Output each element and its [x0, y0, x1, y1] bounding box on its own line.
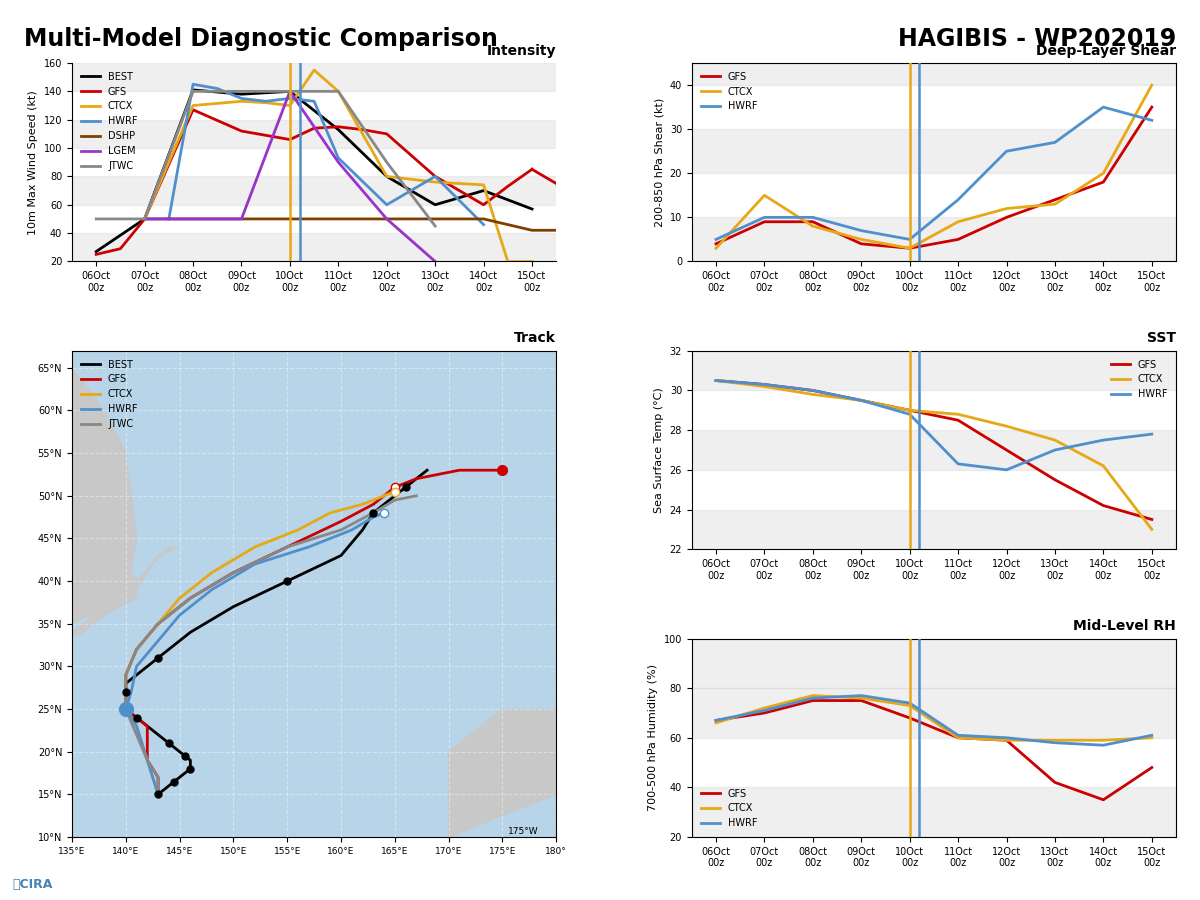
Y-axis label: 10m Max Wind Speed (kt): 10m Max Wind Speed (kt)	[29, 90, 38, 235]
Text: Mid-Level RH: Mid-Level RH	[1073, 619, 1176, 634]
Text: 🌀CIRA: 🌀CIRA	[12, 878, 53, 891]
Bar	[691, 688, 1176, 738]
Legend: BEST, GFS, CTCX, HWRF, JTWC: BEST, GFS, CTCX, HWRF, JTWC	[77, 356, 142, 433]
Legend: GFS, CTCX, HWRF: GFS, CTCX, HWRF	[697, 68, 761, 115]
Text: HAGIBIS - WP202019: HAGIBIS - WP202019	[898, 27, 1176, 51]
Legend: GFS, CTCX, HWRF: GFS, CTCX, HWRF	[1106, 356, 1171, 403]
Text: Multi-Model Diagnostic Comparison: Multi-Model Diagnostic Comparison	[24, 27, 498, 51]
Text: Deep-Layer Shear: Deep-Layer Shear	[1036, 44, 1176, 58]
Bar	[691, 218, 1176, 262]
Bar	[72, 233, 557, 262]
Bar	[691, 63, 1176, 86]
Bar	[72, 63, 557, 92]
Bar	[72, 176, 557, 205]
Polygon shape	[18, 564, 137, 658]
Legend: BEST, GFS, CTCX, HWRF, DSHP, LGEM, JTWC: BEST, GFS, CTCX, HWRF, DSHP, LGEM, JTWC	[77, 68, 142, 175]
Bar	[72, 120, 557, 148]
Text: Intensity: Intensity	[487, 44, 557, 58]
Text: 175°W: 175°W	[508, 827, 539, 836]
Polygon shape	[449, 709, 557, 837]
Bar	[691, 130, 1176, 174]
Y-axis label: 700-500 hPa Humidity (%): 700-500 hPa Humidity (%)	[648, 664, 658, 811]
Text: SST: SST	[1147, 331, 1176, 346]
Text: Track: Track	[515, 331, 557, 346]
Bar	[691, 509, 1176, 549]
Legend: GFS, CTCX, HWRF: GFS, CTCX, HWRF	[697, 785, 761, 832]
Bar	[691, 638, 1176, 689]
Polygon shape	[126, 547, 180, 598]
Bar	[691, 430, 1176, 470]
Bar	[691, 788, 1176, 837]
Bar	[691, 351, 1176, 391]
Y-axis label: Sea Surface Temp (°C): Sea Surface Temp (°C)	[654, 387, 664, 513]
Y-axis label: 200-850 hPa Shear (kt): 200-850 hPa Shear (kt)	[654, 97, 664, 227]
Polygon shape	[0, 368, 137, 649]
